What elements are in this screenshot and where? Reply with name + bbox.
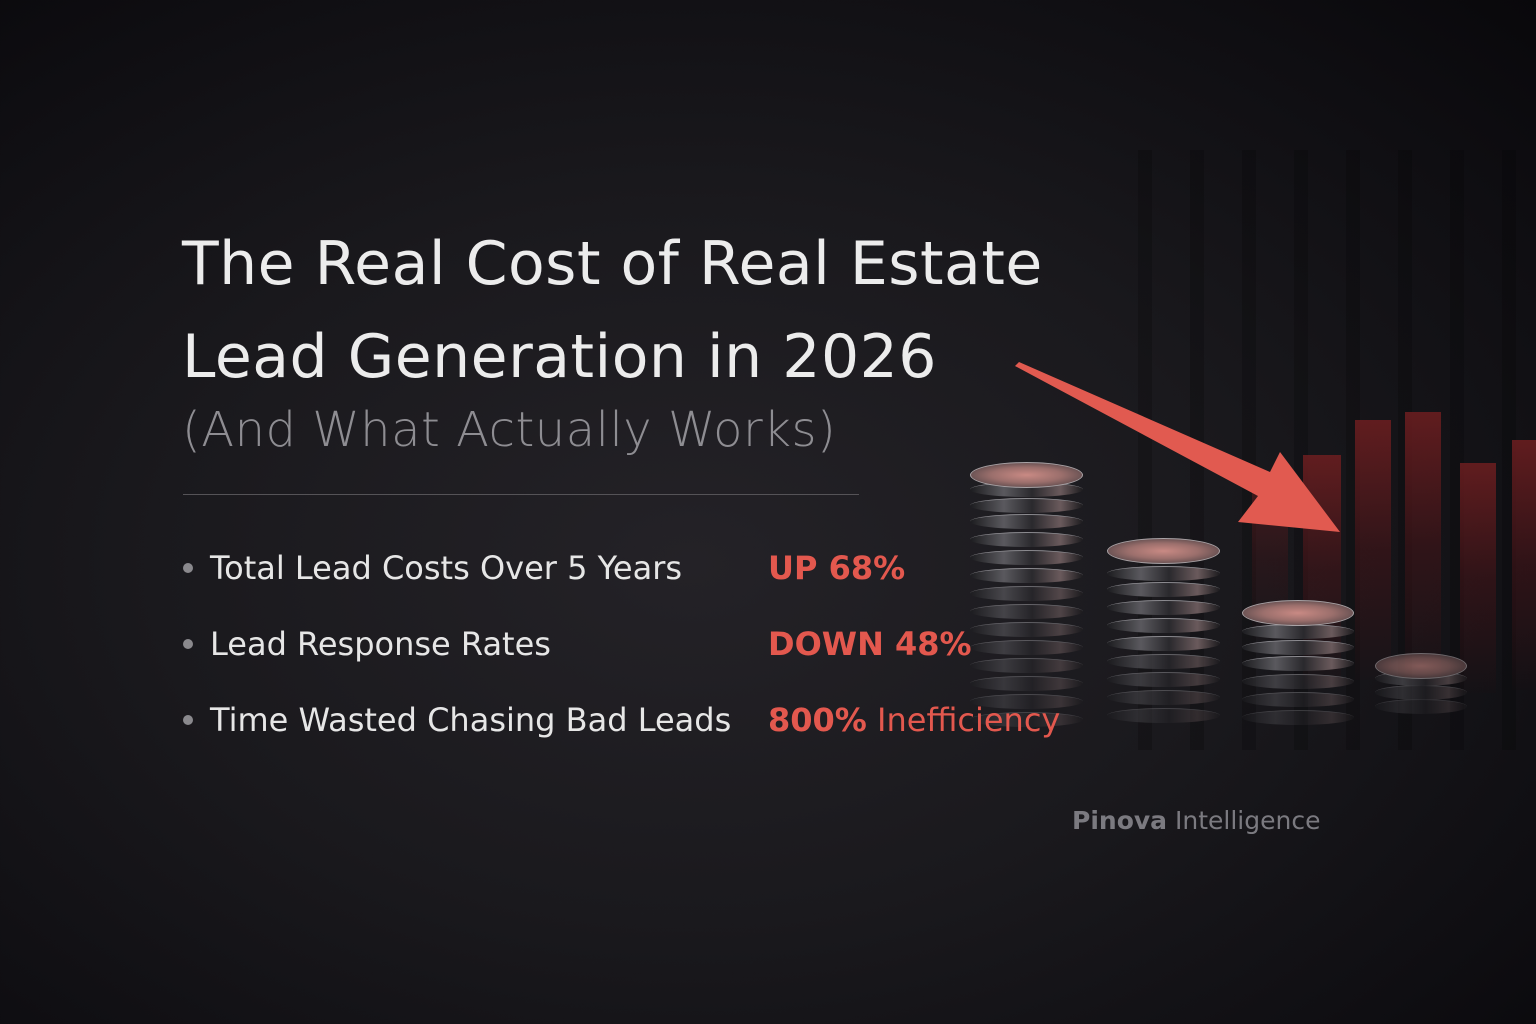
coin-stack-icon (1107, 538, 1220, 728)
page-title: The Real Cost of Real Estate Lead Genera… (182, 218, 1043, 404)
bullet-icon (183, 639, 193, 649)
background-bar (1405, 412, 1441, 682)
coin-stack-icon (1375, 653, 1467, 723)
stat-label: Time Wasted Chasing Bad Leads (210, 701, 732, 739)
bullet-icon (183, 563, 193, 573)
brand-name-regular: Intelligence (1167, 806, 1321, 835)
stat-value: UP 68% (768, 549, 906, 587)
background-bar (1512, 440, 1536, 690)
bullet-icon (183, 715, 193, 725)
brand-name-bold: Pinova (1072, 806, 1168, 835)
background-bar (1355, 420, 1391, 680)
coin-stack-icon (1242, 600, 1354, 730)
brand-logo: Pinova Intelligence (1072, 806, 1320, 835)
stat-row: Total Lead Costs Over 5 Years UP 68% (183, 548, 905, 588)
subtitle: (And What Actually Works) (182, 402, 837, 458)
stat-value: 800% Inefficiency (768, 701, 1061, 739)
title-line-2: Lead Generation in 2026 (182, 322, 937, 392)
stat-label: Lead Response Rates (210, 625, 551, 663)
stat-row: Lead Response Rates DOWN 48% (183, 624, 972, 664)
divider (183, 494, 859, 495)
background-bar (1460, 463, 1496, 693)
stat-value: DOWN 48% (768, 625, 972, 663)
title-line-1: The Real Cost of Real Estate (182, 229, 1043, 299)
stat-row: Time Wasted Chasing Bad Leads 800% Ineff… (183, 700, 1060, 740)
coin-stack-icon (970, 462, 1083, 732)
stat-label: Total Lead Costs Over 5 Years (210, 549, 683, 587)
